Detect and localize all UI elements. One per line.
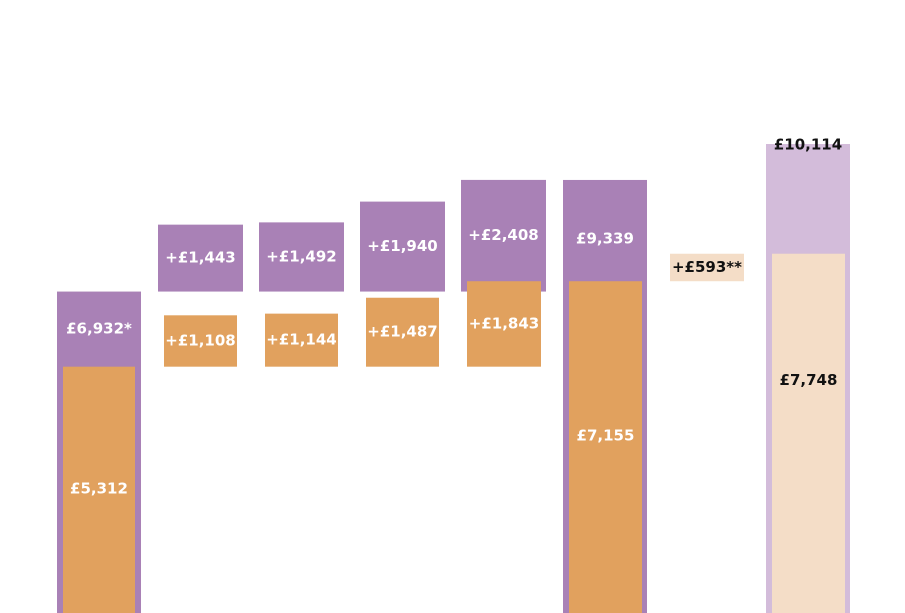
bar-inner-0: [63, 366, 135, 613]
label-outer-7: £10,114: [774, 136, 842, 154]
label-outer-2: +£1,492: [266, 247, 336, 265]
bar-outer-1: [158, 224, 243, 292]
label-outer-1: +£1,443: [165, 249, 235, 267]
bar-outer-2: [259, 222, 344, 292]
label-inner-7: £7,748: [780, 371, 838, 389]
label-inner-3: +£1,487: [367, 323, 437, 341]
bar-outer-4: [461, 179, 546, 292]
label-outer-4: +£2,408: [468, 226, 538, 244]
label-inner-6: +£593**: [672, 258, 742, 276]
bar-inner-4: [467, 281, 541, 367]
label-outer-0: £6,932*: [66, 320, 132, 338]
label-inner-4: +£1,843: [469, 314, 539, 332]
bar-outer-3: [360, 201, 445, 292]
label-inner-1: +£1,108: [165, 331, 235, 349]
bar-inner-6: [670, 253, 744, 282]
bar-inner-5: [569, 281, 642, 613]
label-inner-5: £7,155: [577, 427, 635, 445]
bar-inner-1: [164, 315, 237, 367]
label-outer-3: +£1,940: [367, 237, 437, 255]
label-inner-0: £5,312: [70, 480, 128, 498]
label-inner-2: +£1,144: [266, 331, 336, 349]
label-outer-5: £9,339: [576, 229, 634, 247]
bar-inner-3: [366, 297, 439, 367]
bar-inner-7: [772, 253, 845, 613]
bar-inner-2: [265, 313, 338, 367]
